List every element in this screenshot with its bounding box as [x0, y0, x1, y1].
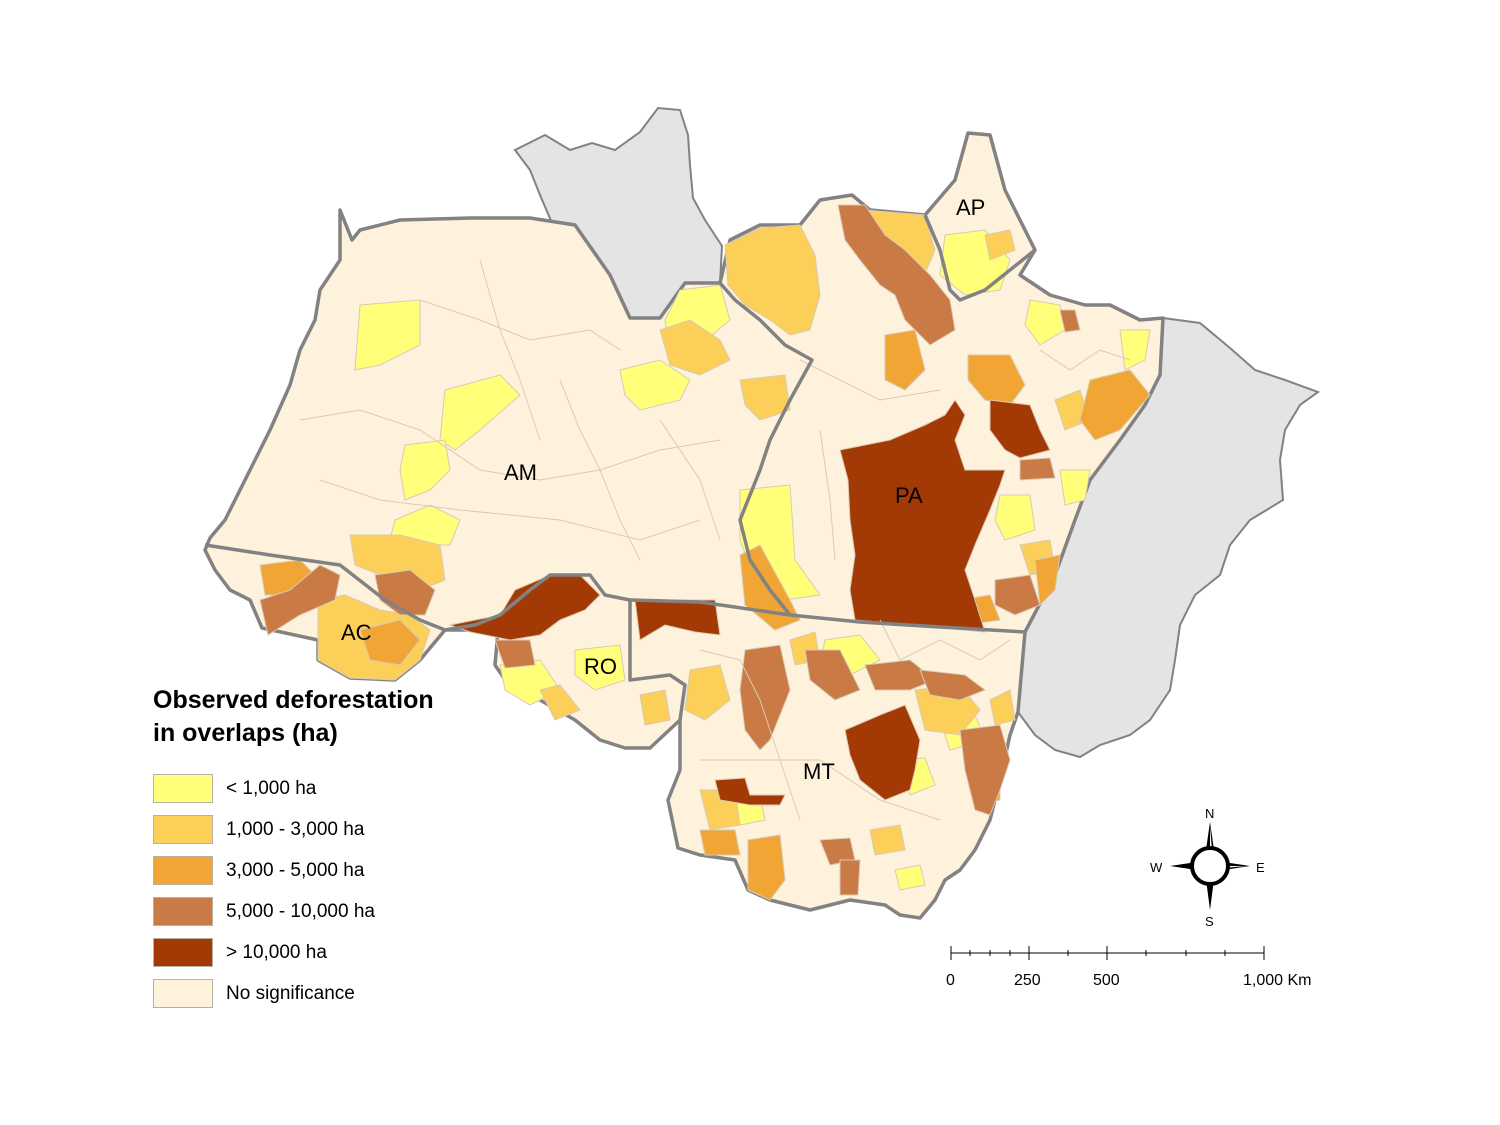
north-arrow: N S E W: [1150, 806, 1265, 929]
class-5000-10000-areas: [259, 204, 1081, 896]
legend-swatch: [153, 979, 213, 1008]
legend-label: > 10,000 ha: [226, 941, 327, 963]
legend-item: No significance: [153, 973, 513, 1014]
border-ac-am: [204, 543, 446, 632]
legend-swatch: [153, 815, 213, 844]
scale-tick-250: 250: [1014, 972, 1041, 989]
legend-item: < 1,000 ha: [153, 768, 513, 809]
legend-swatch: [153, 856, 213, 885]
legend-swatch: [153, 774, 213, 803]
compass-w: W: [1150, 860, 1163, 875]
legend-swatch: [153, 938, 213, 967]
municipal-boundaries: [299, 259, 1131, 821]
legend-item: 1,000 - 3,000 ha: [153, 809, 513, 850]
compass-s: S: [1205, 914, 1214, 929]
border-am-pa: [718, 281, 814, 617]
legend-label: No significance: [226, 982, 355, 1004]
legend-label: 1,000 - 3,000 ha: [226, 818, 365, 840]
border-ro-mt: [628, 600, 687, 721]
legend-swatch: [153, 897, 213, 926]
legend-items: < 1,000 ha 1,000 - 3,000 ha 3,000 - 5,000 …: [153, 768, 513, 1014]
scale-tick-500: 500: [1093, 972, 1120, 989]
legend-title-line2: in overlaps (ha): [153, 719, 338, 747]
compass-e: E: [1256, 860, 1265, 875]
border-am-ro: [444, 573, 631, 632]
state-label-ro: RO: [584, 654, 617, 679]
border-pa-mt: [789, 613, 1026, 634]
legend-item: 5,000 - 10,000 ha: [153, 891, 513, 932]
legend-label: 5,000 - 10,000 ha: [226, 900, 375, 922]
compass-ring: [1190, 846, 1230, 886]
state-label-am: AM: [504, 460, 537, 485]
state-label-ap: AP: [956, 195, 985, 220]
state-label-pa: PA: [895, 483, 923, 508]
legend-label: < 1,000 ha: [226, 777, 317, 799]
border-ap-pa: [923, 214, 1037, 302]
class-gt10000-areas: [448, 399, 1051, 806]
legend-label: 3,000 - 5,000 ha: [226, 859, 365, 881]
state-borders: [204, 214, 1037, 721]
state-label-ac: AC: [341, 620, 372, 645]
legend-item: > 10,000 ha: [153, 932, 513, 973]
legend: Observed deforestation in overlaps (ha) …: [153, 684, 513, 1014]
state-label-mt: MT: [803, 759, 835, 784]
scale-tick-1000: 1,000 Km: [1243, 972, 1311, 989]
legend-title: Observed deforestation in overlaps (ha): [153, 684, 513, 750]
legend-title-line1: Observed deforestation: [153, 686, 434, 714]
scale-tick-0: 0: [946, 972, 955, 989]
compass-n: N: [1205, 806, 1214, 821]
scale-bar: [950, 946, 1265, 960]
border-am-mt: [629, 598, 791, 617]
legend-item: 3,000 - 5,000 ha: [153, 850, 513, 891]
